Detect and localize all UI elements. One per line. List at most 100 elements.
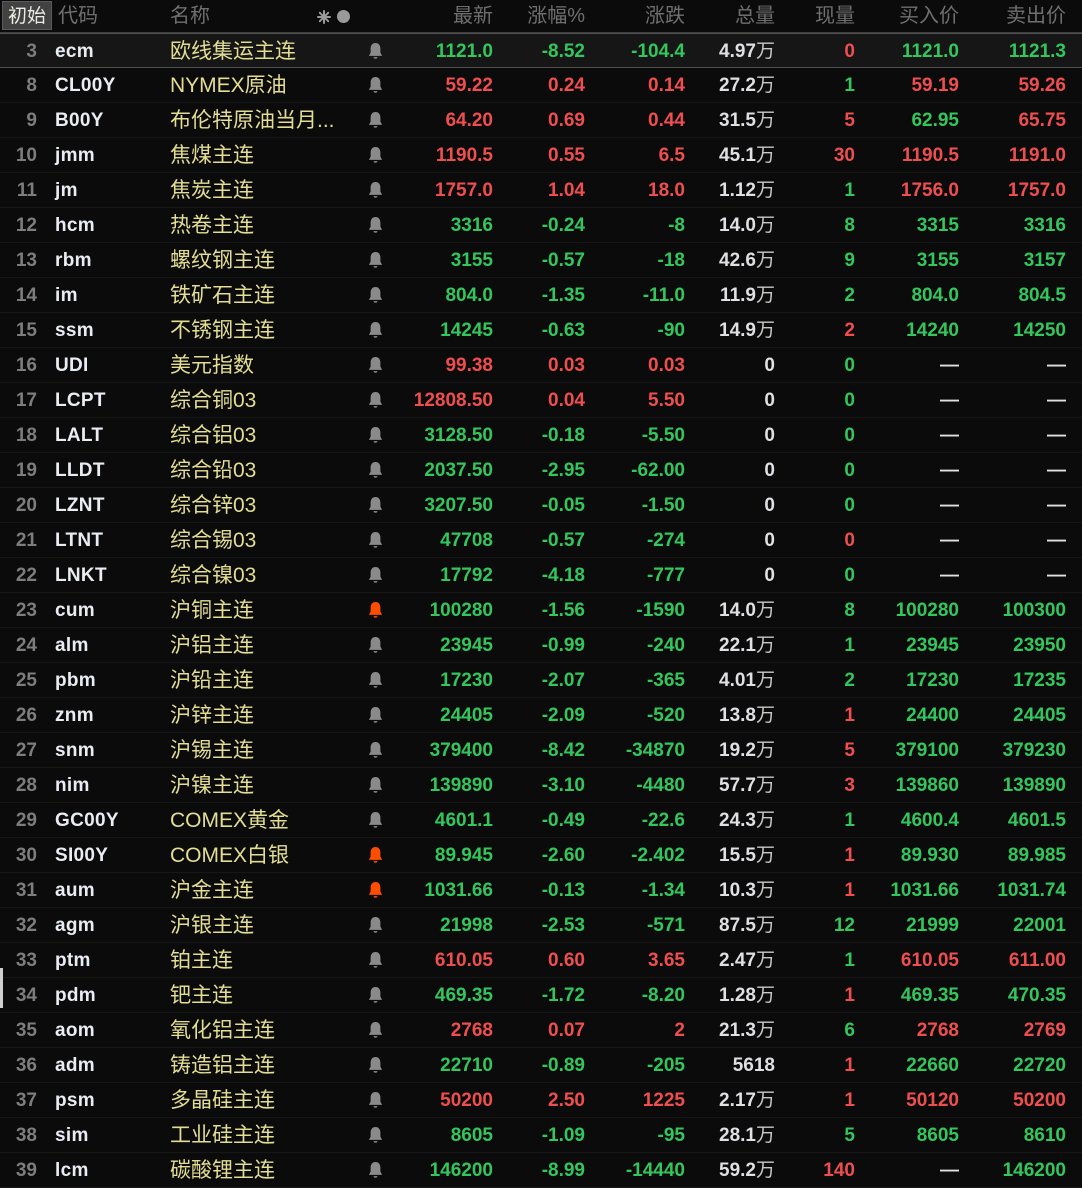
header-latest[interactable]: 最新 [453,5,493,27]
bell-icon[interactable] [367,216,384,236]
row-index: 34 [15,985,37,1006]
table-row[interactable]: 13 rbm 螺纹钢主连 3155 -0.57 -18 42.6万 9 3155… [0,243,1082,278]
header-bid-price[interactable]: 买入价 [899,5,959,27]
bell-icon[interactable] [367,881,384,901]
dot-icon[interactable] [337,10,350,23]
row-index: 24 [15,635,37,656]
bell-icon[interactable] [367,986,384,1006]
contract-code: ssm [55,320,94,341]
volume-cell: 14.0万 [695,208,785,243]
latest-cell: 24405 [440,705,493,726]
table-row[interactable]: 34 pdm 钯主连 469.35 -1.72 -8.20 1.28万 1 46… [0,978,1082,1013]
table-row[interactable]: 29 GC00Y COMEX黄金 4601.1 -0.49 -22.6 24.3… [0,803,1082,838]
contract-name: 碳酸锂主连 [170,1159,275,1182]
header-ask-price[interactable]: 卖出价 [1006,5,1066,27]
header-code[interactable]: 代码 [58,5,98,27]
change-pct-cell: 0.55 [548,145,585,166]
bell-icon[interactable] [367,1056,384,1076]
bell-icon[interactable] [367,496,384,516]
bell-icon[interactable] [367,286,384,306]
bell-icon[interactable] [367,146,384,166]
table-row[interactable]: 37 psm 多晶硅主连 50200 2.50 1225 2.17万 1 501… [0,1083,1082,1118]
table-row[interactable]: 25 pbm 沪铅主连 17230 -2.07 -365 4.01万 2 172… [0,663,1082,698]
bell-icon[interactable] [367,1126,384,1146]
current-volume-cell: 1 [844,705,855,726]
table-row[interactable]: 36 adm 铸造铝主连 22710 -0.89 -205 5618 1 226… [0,1048,1082,1083]
volume-value: 4.97 [719,41,756,62]
bell-icon[interactable] [367,1091,384,1111]
table-row[interactable]: 24 alm 沪铝主连 23945 -0.99 -240 22.1万 1 239… [0,628,1082,663]
table-row[interactable]: 21 LTNT 综合锡03 47708 -0.57 -274 0 0 — — [0,523,1082,558]
bell-icon[interactable] [367,1161,384,1181]
header-change-pct[interactable]: 涨幅% [527,5,585,27]
bell-icon[interactable] [367,111,384,131]
bell-icon[interactable] [367,391,384,411]
bell-icon[interactable] [367,671,384,691]
table-row[interactable]: 18 LALT 综合铝03 3128.50 -0.18 -5.50 0 0 — … [0,418,1082,453]
table-row[interactable]: 28 nim 沪镍主连 139890 -3.10 -4480 57.7万 3 1… [0,768,1082,803]
table-row[interactable]: 27 snm 沪锡主连 379400 -8.42 -34870 19.2万 5 … [0,733,1082,768]
asterisk-icon[interactable] [317,9,331,24]
table-row[interactable]: 22 LNKT 综合镍03 17792 -4.18 -777 0 0 — — [0,558,1082,593]
bell-icon[interactable] [367,531,384,551]
table-row[interactable]: 35 aom 氧化铝主连 2768 0.07 2 21.3万 6 2768 27… [0,1013,1082,1048]
scrollbar-fragment[interactable] [0,968,3,1008]
bell-icon[interactable] [367,951,384,971]
table-row[interactable]: 8 CL00Y NYMEX原油 59.22 0.24 0.14 27.2万 1 … [0,68,1082,103]
current-volume-cell: 1 [844,75,855,96]
bell-icon[interactable] [367,916,384,936]
header-current-volume[interactable]: 现量 [815,5,855,27]
bell-icon[interactable] [367,461,384,481]
contract-name: 综合镍03 [170,564,257,587]
bell-icon[interactable] [367,741,384,761]
table-row[interactable]: 11 jm 焦炭主连 1757.0 1.04 18.0 1.12万 1 1756… [0,173,1082,208]
current-volume-cell: 1 [844,180,855,201]
header-total-volume[interactable]: 总量 [735,5,775,27]
table-row[interactable]: 39 lcm 碳酸锂主连 146200 -8.99 -14440 59.2万 1… [0,1153,1082,1188]
table-row[interactable]: 16 UDI 美元指数 99.38 0.03 0.03 0 0 — — [0,348,1082,383]
change-pct-cell: 0.60 [548,950,585,971]
table-row[interactable]: 10 jmm 焦煤主连 1190.5 0.55 6.5 45.1万 30 119… [0,138,1082,173]
current-volume-cell: 0 [844,41,855,62]
table-row[interactable]: 38 sim 工业硅主连 8605 -1.09 -95 28.1万 5 8605… [0,1118,1082,1153]
contract-name: 螺纹钢主连 [170,249,275,272]
bell-icon[interactable] [367,566,384,586]
header-change[interactable]: 涨跌 [645,5,685,27]
bell-icon[interactable] [367,636,384,656]
table-row[interactable]: 17 LCPT 综合铜03 12808.50 0.04 5.50 0 0 — — [0,383,1082,418]
change-cell: -365 [646,670,685,691]
bell-cell [352,1161,398,1181]
table-row[interactable]: 9 B00Y 布伦特原油当月... 64.20 0.69 0.44 31.5万 … [0,103,1082,138]
bell-icon[interactable] [367,42,384,62]
bell-icon[interactable] [367,776,384,796]
table-row[interactable]: 26 znm 沪锌主连 24405 -2.09 -520 13.8万 1 244… [0,698,1082,733]
header-name[interactable]: 名称 [160,0,352,33]
table-row[interactable]: 33 ptm 铂主连 610.05 0.60 3.65 2.47万 1 610.… [0,943,1082,978]
bell-icon[interactable] [367,811,384,831]
bell-icon[interactable] [367,706,384,726]
row-index: 38 [15,1125,37,1146]
bell-icon[interactable] [367,321,384,341]
table-row[interactable]: 30 SI00Y COMEX白银 89.945 -2.60 -2.402 15.… [0,838,1082,873]
bell-icon[interactable] [367,76,384,96]
table-row[interactable]: 14 im 铁矿石主连 804.0 -1.35 -11.0 11.9万 2 80… [0,278,1082,313]
bell-icon[interactable] [367,601,384,621]
table-row[interactable]: 12 hcm 热卷主连 3316 -0.24 -8 14.0万 8 3315 3… [0,208,1082,243]
table-row[interactable]: 20 LZNT 综合锌03 3207.50 -0.05 -1.50 0 0 — … [0,488,1082,523]
initial-sort-button[interactable]: 初始 [2,1,53,30]
table-row[interactable]: 3 ecm 欧线集运主连 1121.0 -8.52 -104.4 4.97万 0… [0,33,1082,68]
table-row[interactable]: 32 agm 沪银主连 21998 -2.53 -571 87.5万 12 21… [0,908,1082,943]
bell-icon[interactable] [367,181,384,201]
bell-icon[interactable] [367,846,384,866]
bell-icon[interactable] [367,426,384,446]
change-cell: 6.5 [658,145,685,166]
bell-icon[interactable] [367,356,384,376]
table-row[interactable]: 23 cum 沪铜主连 100280 -1.56 -1590 14.0万 8 1… [0,593,1082,628]
bell-icon[interactable] [367,1021,384,1041]
table-row[interactable]: 19 LLDT 综合铅03 2037.50 -2.95 -62.00 0 0 —… [0,453,1082,488]
table-row[interactable]: 15 ssm 不锈钢主连 14245 -0.63 -90 14.9万 2 142… [0,313,1082,348]
bid-price-cell: 3155 [916,250,959,271]
bell-cell [352,951,398,971]
bell-icon[interactable] [367,251,384,271]
table-row[interactable]: 31 aum 沪金主连 1031.66 -0.13 -1.34 10.3万 1 … [0,873,1082,908]
